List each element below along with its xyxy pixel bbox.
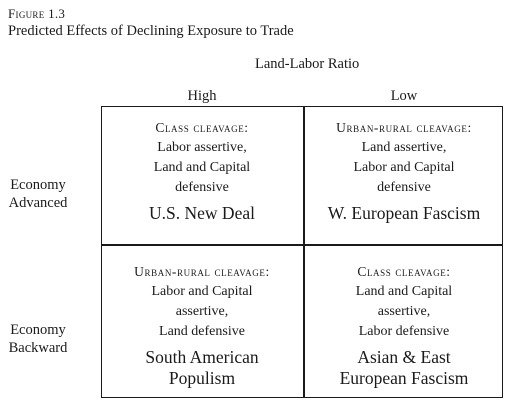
cell-line: assertive, (175, 304, 229, 319)
cell-line: defensive (377, 180, 431, 195)
outcome-label: U.S. New Deal (101, 203, 303, 224)
cell-advanced-high: Class cleavage: Labor assertive, Land an… (101, 118, 303, 224)
cell-line: Labor and Capital (151, 284, 253, 299)
cleavage-label: Urban-rural cleavage: (134, 264, 270, 279)
cell-backward-low: Class cleavage: Land and Capital asserti… (303, 262, 505, 389)
cell-line: Land and Capital (355, 284, 453, 299)
outcome-line: Asian & East (357, 347, 451, 367)
outcome-line: European Fascism (339, 368, 469, 388)
outcome-label: South American Populism (101, 347, 303, 389)
cell-advanced-low: Urban-rural cleavage: Land assertive, La… (303, 118, 505, 224)
column-header-high: High (187, 88, 217, 104)
cell-line: Land and Capital (153, 160, 251, 175)
outcome-label: Asian & East European Fascism (303, 347, 505, 389)
outcome-line: Populism (168, 368, 236, 388)
cleavage-label: Class cleavage: (155, 120, 249, 135)
cell-backward-high: Urban-rural cleavage: Labor and Capital … (101, 262, 303, 389)
row-header-advanced: Economy Advanced (6, 176, 70, 212)
matrix-frame (101, 106, 503, 398)
outcome-line: U.S. New Deal (149, 203, 255, 223)
matrix-vertical-divider (303, 106, 305, 398)
column-header-low: Low (390, 88, 418, 104)
figure-label: Figure 1.3 (8, 6, 66, 21)
cleavage-label: Class cleavage: (357, 264, 451, 279)
figure-caption: Predicted Effects of Declining Exposure … (8, 23, 294, 39)
column-group-title: Land-Labor Ratio (255, 56, 360, 72)
cell-line: Labor assertive, (157, 140, 247, 155)
row-header-backward-line-1: Economy (10, 322, 66, 338)
row-header-advanced-line-2: Advanced (8, 195, 68, 211)
cell-line: Land defensive (159, 324, 245, 339)
matrix-horizontal-divider (101, 244, 503, 246)
row-header-advanced-line-1: Economy (10, 177, 66, 193)
cell-line: Labor and Capital (353, 160, 455, 175)
cell-line: Land assertive, (361, 140, 447, 155)
row-header-backward-line-2: Backward (8, 340, 68, 356)
cell-line: Labor defensive (358, 324, 450, 339)
cleavage-label: Urban-rural cleavage: (336, 120, 472, 135)
cell-line: assertive, (377, 304, 431, 319)
outcome-label: W. European Fascism (303, 203, 505, 224)
outcome-line: W. European Fascism (327, 203, 481, 223)
outcome-line: South American (145, 347, 259, 367)
row-header-backward: Economy Backward (6, 321, 70, 357)
cell-line: defensive (175, 180, 229, 195)
